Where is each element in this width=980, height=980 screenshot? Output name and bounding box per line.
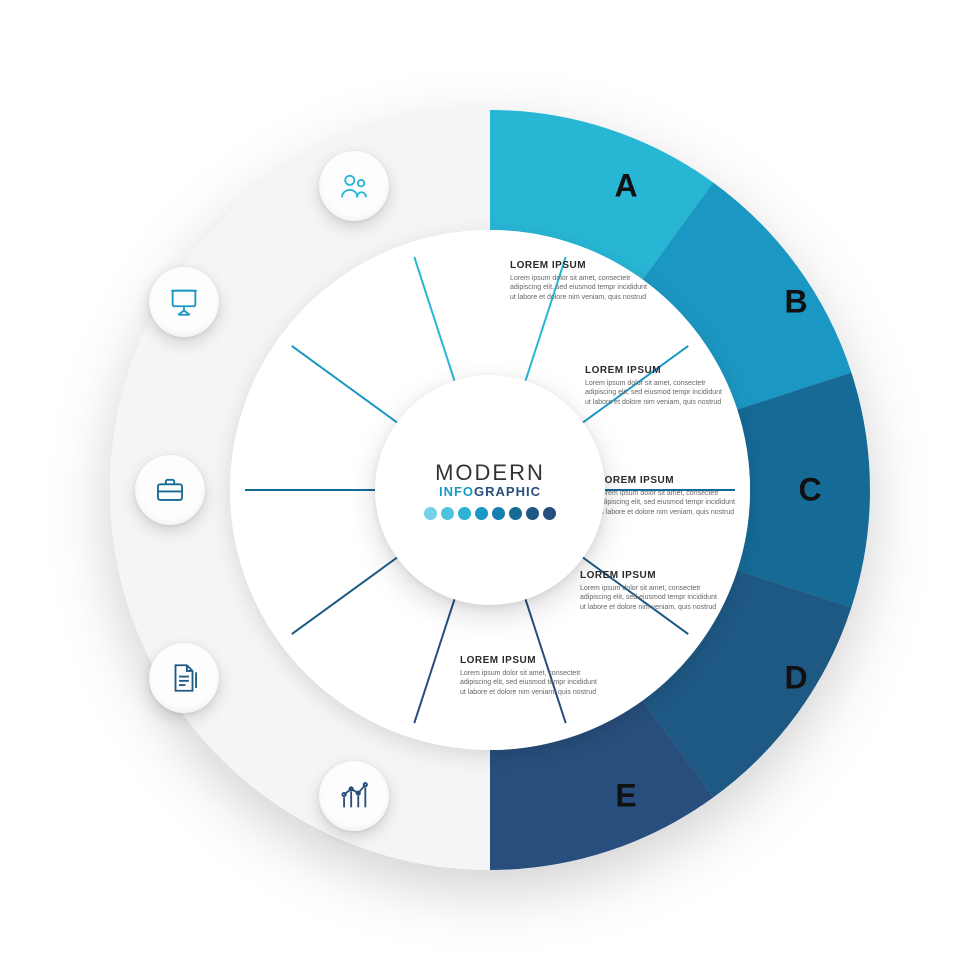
segment-label-b: B <box>784 284 807 321</box>
text-heading: LOREM IPSUM <box>580 570 720 581</box>
palette-dot <box>509 507 522 520</box>
infographic-canvas: MODERN INFOGRAPHIC A B C D E LOREM IPSUM Lorem… <box>0 0 980 980</box>
palette-dot <box>441 507 454 520</box>
text-body: Lorem ipsum dolor sit amet, consectetr a… <box>598 489 738 517</box>
text-heading: LOREM IPSUM <box>460 655 600 666</box>
segment-label-e: E <box>615 778 636 815</box>
palette-dot <box>492 507 505 520</box>
text-heading: LOREM IPSUM <box>598 475 738 486</box>
text-body: Lorem ipsum dolor sit amet, consectetr a… <box>585 379 725 407</box>
briefcase-icon <box>135 455 205 525</box>
palette-dot <box>526 507 539 520</box>
text-block-1: LOREM IPSUM Lorem ipsum dolor sit amet, c… <box>585 365 725 407</box>
segment-label-d: D <box>784 660 807 697</box>
text-body: Lorem ipsum dolor sit amet, consectetr a… <box>460 669 600 697</box>
palette-dot <box>424 507 437 520</box>
text-body: Lorem ipsum dolor sit amet, consectetr a… <box>510 274 650 302</box>
palette-dot <box>458 507 471 520</box>
center-subtitle: INFOGRAPHIC <box>439 484 541 499</box>
text-block-0: LOREM IPSUM Lorem ipsum dolor sit amet, c… <box>510 260 650 302</box>
palette-dot <box>543 507 556 520</box>
text-heading: LOREM IPSUM <box>510 260 650 271</box>
text-block-4: LOREM IPSUM Lorem ipsum dolor sit amet, c… <box>460 655 600 697</box>
center-circle: MODERN INFOGRAPHIC <box>375 375 605 605</box>
segment-label-c: C <box>798 472 821 509</box>
center-title: MODERN <box>435 460 545 486</box>
presentation-icon <box>149 267 219 337</box>
text-heading: LOREM IPSUM <box>585 365 725 376</box>
text-body: Lorem ipsum dolor sit amet, consectetr a… <box>580 584 720 612</box>
document-icon <box>149 643 219 713</box>
people-icon <box>319 151 389 221</box>
center-dots <box>424 507 556 520</box>
text-block-2: LOREM IPSUM Lorem ipsum dolor sit amet, c… <box>598 475 738 517</box>
text-block-3: LOREM IPSUM Lorem ipsum dolor sit amet, c… <box>580 570 720 612</box>
segment-label-a: A <box>614 168 637 205</box>
barchart-icon <box>319 761 389 831</box>
palette-dot <box>475 507 488 520</box>
